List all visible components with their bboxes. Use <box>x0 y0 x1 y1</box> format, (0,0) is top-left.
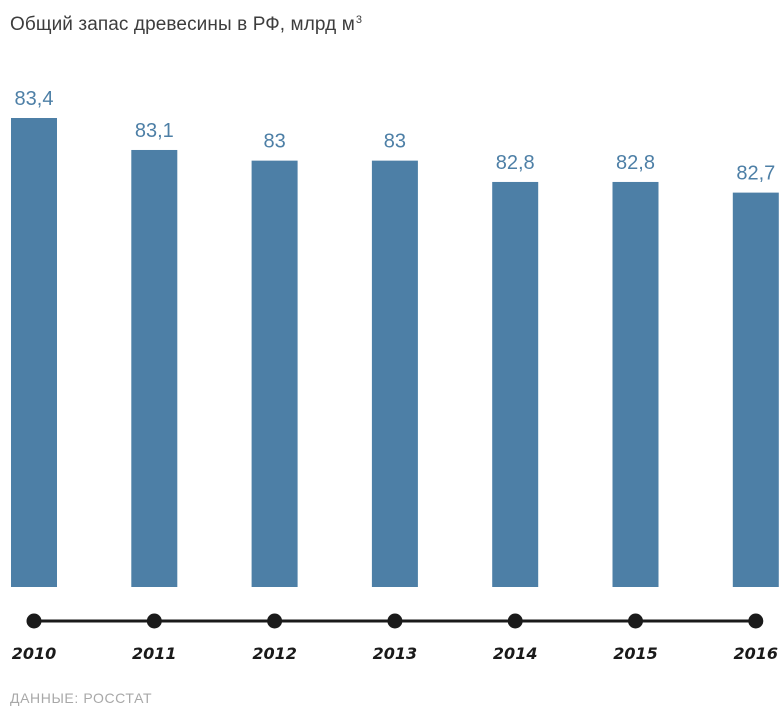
value-label-2016: 82,7 <box>736 163 775 185</box>
bar-chart: 83,4 2010 83,1 2011 83 2012 83 2013 82,8 2014 82,8… <box>11 88 779 663</box>
chart-title-superscript: 3 <box>355 14 363 26</box>
timeline-dot-2014 <box>507 613 523 629</box>
value-label-2012: 83 <box>263 131 285 153</box>
bar-2012 <box>251 160 298 588</box>
timeline-dot-2016 <box>748 613 764 629</box>
bar-2013 <box>371 160 418 588</box>
timeline-dot-2011 <box>146 613 162 629</box>
bar-2010 <box>11 118 57 587</box>
chart-title: Общий запас древесины в РФ, млрд м3 <box>10 14 362 36</box>
value-label-2015: 82,8 <box>616 152 655 174</box>
timeline-dot-2012 <box>267 613 283 629</box>
timeline-dot-2015 <box>628 613 643 629</box>
year-label-2012: 2012 <box>252 644 297 663</box>
value-label-2013: 83 <box>384 131 406 153</box>
year-label-2013: 2013 <box>373 644 418 663</box>
year-label-2015: 2015 <box>613 644 658 663</box>
value-label-2011: 83,1 <box>135 120 174 142</box>
bar-2014 <box>492 181 539 588</box>
bar-2011 <box>131 149 178 587</box>
chart-title-text: Общий запас древесины в РФ, млрд м <box>10 14 355 35</box>
value-label-2010: 83,4 <box>15 88 54 110</box>
bar-2016 <box>732 192 779 587</box>
bar-2015 <box>612 181 659 588</box>
year-label-2011: 2011 <box>132 644 177 663</box>
year-label-2016: 2016 <box>734 644 779 663</box>
year-label-2010: 2010 <box>12 644 57 663</box>
data-source-note: ДАННЫЕ: РОССТАТ <box>10 690 153 706</box>
value-label-2014: 82,8 <box>496 152 535 174</box>
year-label-2014: 2014 <box>493 644 538 663</box>
timeline-dot-2010 <box>26 613 42 629</box>
timeline-dot-2013 <box>387 613 403 629</box>
